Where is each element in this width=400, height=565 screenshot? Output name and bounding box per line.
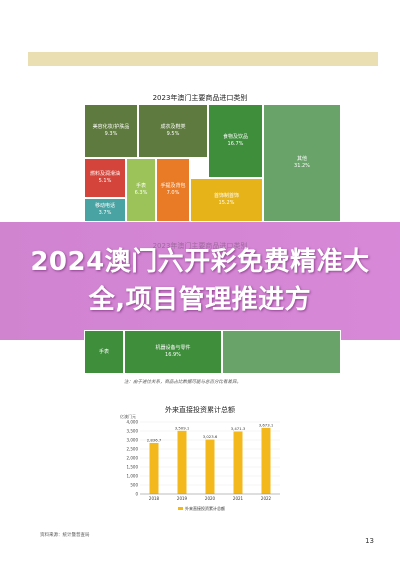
x-tick-label: 2021: [233, 496, 244, 501]
treemap-cell-bags: 手提及背包 7.0%: [156, 158, 190, 222]
banner-title: 2024澳门六开彩免费精准大全,项目管理推进方: [30, 247, 370, 315]
bar-2019: [177, 430, 187, 494]
y-tick-label: 0: [135, 492, 138, 497]
treemap-ghost-title: 2023年澳门主要商品进口类别: [152, 242, 248, 250]
treemap-note: 注：由于进位关系，商品占比数据可能与总百分比有差异。: [124, 380, 241, 385]
treemap-cell-lower-watches: 手表: [84, 330, 124, 374]
bar-2020: [205, 439, 215, 494]
treemap-cell-jewelry: 首饰制首饰 15.2%: [190, 178, 263, 222]
treemap-cell-apparel: 成衣及鞋类 9.5%: [138, 104, 208, 158]
bar-2022: [261, 427, 271, 494]
treemap-cell-other: 其他 31.2%: [263, 104, 341, 222]
y-tick-label: 2,000: [127, 456, 139, 461]
data-label-2022: 3,673.1: [259, 422, 274, 427]
data-label-2020: 3,023.6: [203, 434, 218, 439]
y-tick-label: 1,000: [127, 474, 139, 479]
header-band: [28, 52, 378, 66]
treemap-cell-watches: 手表 6.3%: [126, 158, 156, 222]
data-label-2021: 3,471.3: [231, 426, 246, 431]
data-label-2019: 3,509.1: [175, 425, 190, 430]
treemap-cell-food: 食物及饮品 16.7%: [208, 104, 263, 178]
page-number: 13: [365, 537, 374, 545]
y-tick-label: 500: [130, 483, 138, 488]
treemap-title: 2023年澳门主要商品进口类别: [152, 94, 248, 102]
bar-2018: [149, 442, 159, 494]
treemap-cell-cosmetics: 美容化妆/护肤品 9.3%: [84, 104, 138, 158]
y-tick-label: 3,000: [127, 438, 139, 443]
x-tick-label: 2018: [149, 496, 160, 501]
data-label-2018: 2,836.7: [147, 437, 162, 442]
y-tick-label: 2,500: [127, 447, 139, 452]
treemap-cell-mobile: 移动电话 3.7%: [84, 198, 126, 222]
y-tick-label: 1,500: [127, 465, 139, 470]
treemap-cell-machinery: 机器设备与零件 16.9%: [124, 330, 222, 374]
y-axis-label: 亿澳门元: [120, 413, 136, 419]
source-note: 资料来源：统计暨普查局: [40, 533, 90, 538]
bar-chart: 亿澳门元 0 500 1,000 1,500 2,000 2,500 3,000 3,500 4…: [120, 413, 280, 511]
x-tick-label: 2019: [177, 496, 188, 501]
bar-2021: [233, 431, 243, 494]
title-banner: 2024澳门六开彩免费精准大全,项目管理推进方: [0, 222, 400, 340]
x-tick-label: 2020: [205, 496, 216, 501]
x-tick-label: 2022: [261, 496, 272, 501]
bar-chart-title: 外来直接投资累计总额: [165, 406, 235, 414]
y-tick-label: 3,500: [127, 429, 139, 434]
legend-label: 外来直接投资累计总额: [185, 505, 225, 511]
y-tick-label: 4,000: [127, 420, 139, 425]
legend-swatch: [178, 507, 183, 510]
treemap-cell-fuel: 燃料及润滑油 5.1%: [84, 158, 126, 198]
treemap-cell-lower-other: [222, 330, 341, 374]
